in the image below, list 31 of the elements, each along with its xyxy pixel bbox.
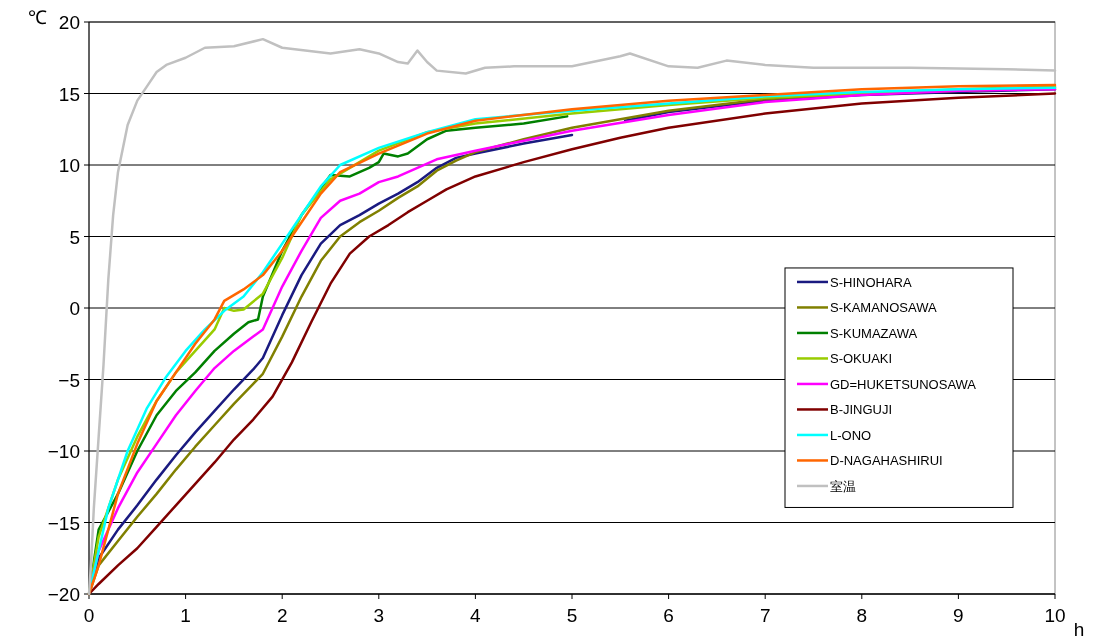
y-tick-label: −15 [47,512,80,534]
x-tick-label: 10 [1044,605,1066,626]
y-tick-label: 15 [58,83,80,105]
legend-label: L-ONO [830,427,872,443]
x-tick-label: 8 [856,605,868,626]
legend-label: B-JINGUJI [830,402,893,418]
legend-label: S-OKUAKI [830,351,893,367]
x-tick-label: 7 [759,605,771,626]
x-tick-label: 5 [566,605,578,626]
legend-label: D-NAGAHASHIRUI [830,453,943,469]
x-axis-title: h [1073,619,1085,639]
legend-label: S-KAMANOSAWA [830,300,937,316]
y-axis-title: ℃ [28,7,47,28]
x-tick-label: 1 [180,605,191,626]
y-tick-label: −5 [58,369,80,391]
x-tick-label: 3 [373,605,385,626]
y-tick-label: 5 [69,226,80,248]
y-tick-label: −20 [47,584,80,605]
legend-label: GD=HUKETSUNOSAWA [830,376,977,392]
y-tick-label: 10 [58,155,80,176]
legend-label: S-HINOHARA [830,274,912,290]
legend-label: 室温 [830,478,856,494]
y-tick-label: 0 [69,298,80,319]
x-tick-label: 0 [83,605,95,626]
y-tick-label: −10 [47,441,80,462]
x-tick-label: 4 [470,605,482,626]
y-tick-label: 20 [58,12,80,33]
x-tick-label: 2 [276,605,288,626]
x-tick-label: 6 [663,605,674,626]
x-tick-label: 9 [953,605,964,626]
legend-label: S-KUMAZAWA [830,325,918,341]
